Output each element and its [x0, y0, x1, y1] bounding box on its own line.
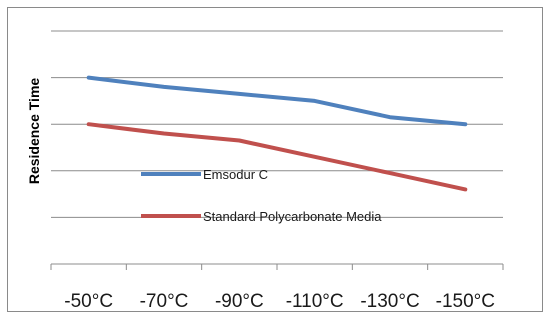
- legend-label-0: Emsodur C: [203, 167, 268, 182]
- line-chart: -50°C -70°C -90°C -110°C -130°C -150°C Emsodu…: [26, 30, 504, 311]
- series-line-1: [86, 122, 468, 192]
- x-tick-label: -130°C: [360, 291, 419, 311]
- series-line-0: [86, 75, 468, 127]
- chart-frame: -50°C -70°C -90°C -110°C -130°C -150°C Emsodu…: [7, 7, 543, 312]
- x-tick-labels: -50°C -70°C -90°C -110°C -130°C -150°C: [64, 291, 495, 311]
- x-tick-label: -70°C: [140, 291, 189, 311]
- y-axis-title: Residence Time: [26, 78, 42, 185]
- legend-label-1: Standard Polycarbonate Media: [203, 209, 382, 224]
- x-axis: [50, 263, 504, 270]
- x-tick-label: -150°C: [436, 291, 495, 311]
- x-tick-label: -110°C: [286, 291, 344, 311]
- x-tick-label: -90°C: [215, 291, 264, 311]
- series-lines: [86, 75, 468, 192]
- gridlines: [51, 30, 503, 218]
- legend: Emsodur C Standard Polycarbonate Media: [141, 167, 382, 224]
- x-tick-label: -50°C: [64, 291, 113, 311]
